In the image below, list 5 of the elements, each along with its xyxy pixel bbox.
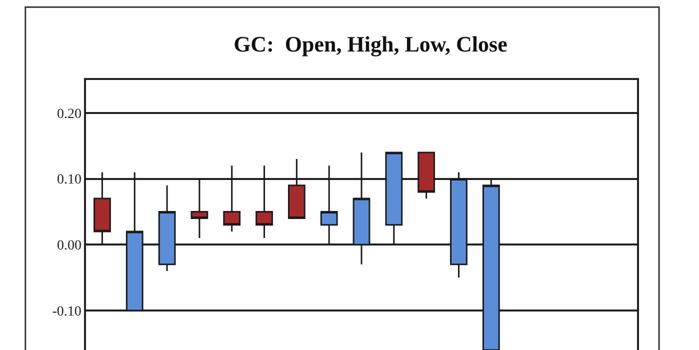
y-tick-label: 0.20	[56, 106, 82, 122]
y-tick-label: 0.00	[56, 238, 82, 254]
chart-title: GC: Open, High, Low, Close	[234, 31, 508, 56]
y-tick-label: 0.10	[56, 172, 82, 188]
y-tick-label: -0.10	[52, 304, 82, 320]
